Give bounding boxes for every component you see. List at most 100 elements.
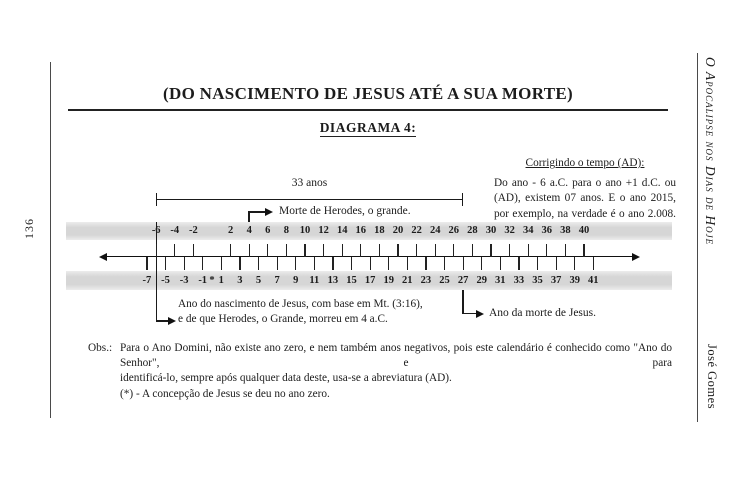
tick-mark (276, 256, 278, 270)
page-title: (DO NASCIMENTO DE JESUS ATÉ A SUA MORTE) (163, 84, 573, 103)
tick-mark (323, 243, 325, 257)
observation-label: Obs.: (88, 342, 113, 354)
scale-number: 10 (299, 225, 311, 236)
timespan-bracket-line (156, 198, 463, 200)
scale-number: 35 (532, 275, 543, 286)
tick-mark (518, 256, 520, 270)
scale-number: 6 (265, 225, 271, 236)
scale-number: 9 (293, 275, 299, 286)
observation-line: identificá-lo, sempre após qualquer data… (120, 372, 452, 385)
scale-number: 15 (346, 275, 357, 286)
tick-mark (564, 243, 567, 257)
tick-mark (350, 256, 353, 270)
tick-mark (536, 256, 539, 270)
tick-mark (202, 256, 204, 270)
tick-mark (248, 243, 250, 257)
book-title-sidebar: O Apocalipse nos Dias de Hoje (703, 57, 718, 246)
birth-annotation: Ano do nascimento de Jesus, com base em … (178, 297, 423, 327)
observation-note: Obs.: Para o Ano Domini, não existe ano … (88, 341, 672, 402)
scale-number: 19 (383, 275, 394, 286)
observation-line: Para o Ano Domini, não existe ano zero, … (120, 342, 672, 370)
scale-number: 36 (541, 225, 553, 236)
scale-number: 29 (476, 275, 487, 286)
tick-mark (443, 256, 446, 270)
scale-number: 28 (467, 225, 478, 236)
scale-number: 5 (255, 275, 262, 286)
tick-mark (592, 256, 594, 270)
scale-number: 22 (411, 225, 422, 236)
scale-number: 8 (283, 225, 290, 236)
timespan-label: 33 anos (291, 177, 328, 189)
diagram-subtitle-wrap: DIAGRAMA 4: (68, 119, 668, 137)
tick-mark (332, 256, 334, 270)
birth-annotation-line: e de que Herodes, o Grande, morreu em 4 … (178, 313, 388, 325)
tick-mark (146, 256, 148, 270)
correction-line: Do ano - 6 a.C. para o ano +1 d.C. ou (494, 176, 676, 189)
herod-connector-hline (248, 211, 266, 213)
tick-mark (397, 243, 399, 257)
scale-number: -7 (142, 275, 152, 286)
tick-mark (527, 243, 529, 257)
scale-number: 26 (448, 225, 460, 236)
tick-mark (453, 243, 455, 257)
death-connector-hline (462, 312, 478, 315)
tick-mark (285, 243, 288, 257)
scale-number: 1 (218, 275, 224, 286)
tick-mark (509, 243, 511, 257)
scale-number: -6 (151, 225, 161, 236)
scale-number: 14 (336, 225, 348, 236)
scale-number: 13 (327, 275, 339, 286)
birth-connector-hline (155, 320, 170, 322)
axis-right-arrowhead-icon (632, 252, 640, 261)
tick-mark (257, 256, 260, 270)
scale-number: 34 (522, 225, 534, 236)
death-annotation: Ano da morte de Jesus. (489, 306, 596, 319)
right-margin-rule (697, 53, 698, 422)
scale-number: -1 (198, 275, 208, 286)
tick-mark (239, 256, 241, 270)
scale-number: 24 (429, 225, 441, 236)
scale-number: 38 (560, 225, 571, 236)
correction-heading: Corrigindo o tempo (AD): (525, 157, 645, 169)
tick-mark (583, 243, 585, 257)
tick-mark (471, 243, 474, 257)
tick-mark (164, 256, 167, 270)
scale-number: 39 (569, 275, 580, 286)
timespan-bracket-end-right (461, 192, 463, 206)
top-scale-band (66, 222, 672, 240)
tick-mark (481, 256, 483, 270)
scale-number: 20 (392, 225, 404, 236)
scale-number: 11 (309, 275, 320, 286)
herod-connector-vline (248, 211, 250, 223)
scale-number: 7 (274, 275, 280, 286)
scale-number: 40 (578, 225, 590, 236)
axis-left-arrowhead-icon (99, 252, 107, 261)
scale-number: 18 (374, 225, 385, 236)
tick-mark (555, 256, 557, 270)
tick-mark (230, 243, 232, 257)
bottom-scale-band (66, 271, 672, 290)
correction-line: por exemplo, na verdade é o ano 2.008. (494, 207, 676, 220)
scale-number: -2 (189, 225, 198, 236)
observation-content: Para o Ano Domini, não existe ano zero, … (120, 341, 672, 402)
scale-number: -5 (161, 275, 170, 286)
tick-mark (295, 256, 297, 270)
tick-mark (267, 243, 269, 257)
tick-mark (546, 243, 548, 257)
herod-annotation: Morte de Herodes, o grande. (279, 205, 411, 217)
herod-arrowhead-icon (265, 208, 273, 216)
diagram-subtitle: DIAGRAMA 4: (319, 120, 417, 137)
death-connector-vline (462, 290, 464, 314)
correction-note: Corrigindo o tempo (AD): Do ano - 6 a.C.… (494, 156, 676, 222)
scale-number: 25 (439, 275, 450, 286)
death-arrowhead-icon (476, 309, 484, 318)
scale-number: 37 (550, 275, 562, 286)
tick-mark (369, 256, 371, 270)
scale-number: 32 (504, 225, 515, 236)
tick-mark (313, 256, 315, 270)
scale-number: 4 (246, 225, 252, 236)
title-underline-rule (68, 109, 668, 111)
tick-mark (425, 256, 427, 270)
tick-mark (183, 256, 185, 270)
tick-mark (434, 243, 436, 257)
